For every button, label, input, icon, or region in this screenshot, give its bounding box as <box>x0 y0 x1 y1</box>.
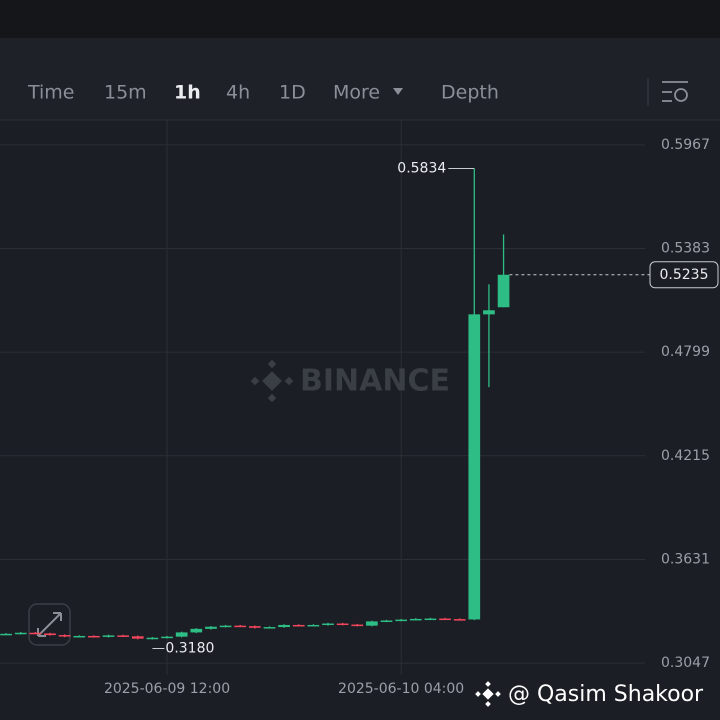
high-label: 0.5834 <box>397 160 446 176</box>
candle-body <box>351 624 364 627</box>
tab[interactable]: 15m <box>104 82 147 104</box>
y-tick-label: 0.4799 <box>661 344 710 360</box>
candle-body <box>14 632 27 635</box>
candle-body <box>58 635 71 637</box>
tab-bar <box>0 38 720 120</box>
candle-body <box>131 636 144 639</box>
candle-body <box>380 620 393 623</box>
candle-body <box>468 314 481 620</box>
candle-body <box>205 626 217 629</box>
candle-body <box>161 636 173 639</box>
candle-body <box>307 624 320 627</box>
candle-body <box>248 626 261 628</box>
x-tick-label: 2025-06-09 12:00 <box>104 681 230 697</box>
candle-body <box>424 618 437 621</box>
watermark: BINANCE <box>300 364 450 399</box>
y-tick-label: 0.3047 <box>661 655 710 671</box>
candle-body <box>117 635 129 637</box>
candle-body <box>175 632 188 637</box>
candle-body <box>29 632 42 635</box>
tab[interactable]: 1D <box>279 82 306 104</box>
y-tick-label: 0.3631 <box>661 551 710 567</box>
candle-body <box>483 310 495 315</box>
credit-logo <box>475 681 501 707</box>
expand-button[interactable] <box>28 603 71 646</box>
last-price-label: 0.5235 <box>660 267 709 283</box>
y-tick-label: 0.5967 <box>661 137 710 153</box>
candle-body <box>234 625 247 628</box>
tab[interactable]: Depth <box>441 82 499 104</box>
candle-body <box>73 635 86 638</box>
candle-body <box>292 624 305 627</box>
y-tick-label: 0.5383 <box>661 241 710 257</box>
watermark-logo <box>250 359 294 403</box>
tab[interactable]: More <box>333 82 380 104</box>
candle-body <box>336 623 349 626</box>
last-price-box <box>649 261 719 289</box>
candle-body <box>146 637 159 640</box>
candle-body <box>44 633 56 636</box>
candle-body <box>395 619 407 622</box>
candle-body <box>409 618 422 621</box>
candle-body <box>102 635 115 637</box>
low-label: 0.3180 <box>165 641 214 657</box>
candle-body <box>366 621 378 626</box>
candle-body <box>190 628 203 633</box>
top-bar <box>0 0 720 38</box>
candle-body <box>278 624 290 628</box>
candle-body <box>453 619 466 621</box>
candle-body <box>322 623 334 626</box>
tab[interactable]: Time <box>27 82 75 104</box>
candle-body <box>263 627 276 629</box>
tab[interactable]: 4h <box>226 82 250 104</box>
candle-body <box>439 618 451 621</box>
candle-body <box>497 274 510 308</box>
candle-body <box>219 625 232 628</box>
more-arrow[interactable] <box>393 88 403 95</box>
settings-icon[interactable] <box>662 81 688 102</box>
credit: @ Qasim Shakoor <box>508 682 704 707</box>
candle-body <box>88 635 100 638</box>
tab[interactable]: 1h <box>174 82 201 104</box>
x-tick-label: 2025-06-10 04:00 <box>338 681 464 697</box>
y-tick-label: 0.4215 <box>661 448 710 464</box>
candle-body <box>0 633 12 636</box>
